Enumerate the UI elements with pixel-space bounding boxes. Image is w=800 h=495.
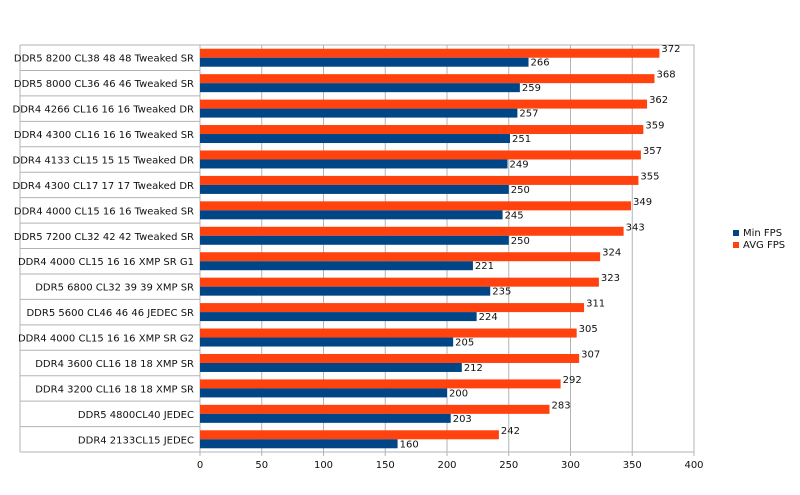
x-tick-label: 200 bbox=[437, 460, 456, 471]
x-tick-label: 150 bbox=[376, 460, 395, 471]
category-label: DDR5 5600 CL46 46 46 JEDEC SR bbox=[26, 308, 194, 319]
x-tick-label: 50 bbox=[255, 460, 268, 471]
data-label-avg-fps: 311 bbox=[586, 299, 605, 310]
data-label-avg-fps: 349 bbox=[633, 197, 652, 208]
bar-avg-fps bbox=[200, 277, 599, 287]
x-tick-label: 350 bbox=[623, 460, 642, 471]
x-tick-label: 300 bbox=[561, 460, 580, 471]
x-tick-label: 250 bbox=[499, 460, 518, 471]
data-label-avg-fps: 283 bbox=[552, 400, 571, 411]
category-label: DDR4 4000 CL15 16 16 XMP SR G1 bbox=[18, 257, 194, 268]
category-label: DDR5 6800 CL32 39 39 XMP SR bbox=[35, 283, 194, 294]
category-label: DDR5 8200 CL38 48 48 Tweaked SR bbox=[14, 54, 194, 65]
bar-avg-fps bbox=[200, 404, 550, 414]
data-label-min-fps: 259 bbox=[522, 83, 541, 94]
data-label-avg-fps: 372 bbox=[661, 44, 680, 55]
bar-avg-fps bbox=[200, 48, 660, 58]
data-label-avg-fps: 357 bbox=[643, 146, 662, 157]
bar-avg-fps bbox=[200, 125, 644, 135]
bar-avg-fps bbox=[200, 74, 655, 84]
data-label-avg-fps: 368 bbox=[656, 70, 675, 81]
legend-label: AVG FPS bbox=[743, 240, 785, 251]
data-label-min-fps: 266 bbox=[531, 58, 550, 69]
bar-min-fps bbox=[200, 210, 503, 220]
data-label-min-fps: 249 bbox=[510, 159, 529, 170]
data-label-min-fps: 250 bbox=[511, 185, 530, 196]
data-label-min-fps: 200 bbox=[449, 388, 468, 399]
data-label-min-fps: 221 bbox=[475, 261, 494, 272]
category-label: DDR4 4300 CL17 17 17 Tweaked DR bbox=[13, 181, 195, 192]
data-label-avg-fps: 355 bbox=[640, 171, 659, 182]
data-label-avg-fps: 242 bbox=[501, 426, 520, 437]
bar-min-fps bbox=[200, 83, 520, 93]
bar-avg-fps bbox=[200, 226, 624, 236]
category-label: DDR4 2133CL15 JEDEC bbox=[78, 435, 194, 446]
category-label: DDR5 8000 CL36 46 46 Tweaked SR bbox=[14, 79, 194, 90]
legend-swatch bbox=[733, 242, 739, 248]
bar-min-fps bbox=[200, 388, 447, 398]
bar-min-fps bbox=[200, 362, 462, 372]
bar-min-fps bbox=[200, 312, 477, 322]
data-label-min-fps: 251 bbox=[512, 134, 531, 145]
bar-avg-fps bbox=[200, 201, 632, 211]
data-label-avg-fps: 343 bbox=[626, 222, 645, 233]
data-label-min-fps: 224 bbox=[479, 312, 498, 323]
data-label-min-fps: 235 bbox=[492, 287, 511, 298]
category-label: DDR4 3200 CL16 18 18 XMP SR bbox=[35, 384, 194, 395]
bar-avg-fps bbox=[200, 99, 648, 109]
bar-min-fps bbox=[200, 439, 398, 449]
category-labels: DDR5 8200 CL38 48 48 Tweaked SR DDR5 8000… bbox=[13, 54, 195, 447]
x-axis-ticks: 0 50 100 150 200 250 300 350 400 bbox=[197, 460, 704, 471]
data-label-avg-fps: 362 bbox=[649, 95, 668, 106]
category-label: DDR5 4800CL40 JEDEC bbox=[78, 410, 194, 421]
data-label-min-fps: 257 bbox=[519, 109, 538, 120]
data-label-min-fps: 212 bbox=[464, 363, 483, 374]
bar-avg-fps bbox=[200, 252, 601, 262]
data-label-min-fps: 160 bbox=[400, 439, 419, 450]
x-tick-label: 100 bbox=[314, 460, 333, 471]
data-label-min-fps: 245 bbox=[505, 210, 524, 221]
bar-avg-fps bbox=[200, 328, 577, 338]
x-tick-label: 0 bbox=[197, 460, 203, 471]
bar-min-fps bbox=[200, 286, 491, 296]
category-label: DDR4 4133 CL15 15 15 Tweaked DR bbox=[13, 155, 195, 166]
data-label-avg-fps: 292 bbox=[563, 375, 582, 386]
bar-min-fps bbox=[200, 159, 508, 169]
data-label-min-fps: 205 bbox=[455, 338, 474, 349]
data-label-avg-fps: 324 bbox=[602, 248, 621, 259]
bars: 372 266 368 259 362 257 359 251 357 249 355 250 349 2… bbox=[200, 44, 681, 450]
bar-min-fps bbox=[200, 261, 473, 271]
bar-avg-fps bbox=[200, 303, 585, 313]
category-label: DDR5 7200 CL32 42 42 Tweaked SR bbox=[14, 232, 194, 243]
data-label-min-fps: 203 bbox=[453, 414, 472, 425]
bar-min-fps bbox=[200, 108, 518, 118]
bar-min-fps bbox=[200, 235, 509, 245]
bar-min-fps bbox=[200, 134, 510, 144]
category-label: DDR4 4300 CL16 16 16 Tweaked SR bbox=[14, 130, 194, 141]
category-label: DDR4 3600 CL16 18 18 XMP SR bbox=[35, 359, 194, 370]
x-tick-label: 400 bbox=[684, 460, 703, 471]
legend-swatch bbox=[733, 230, 739, 236]
bar-min-fps bbox=[200, 57, 529, 67]
bar-min-fps bbox=[200, 184, 509, 194]
data-label-avg-fps: 323 bbox=[601, 273, 620, 284]
bar-avg-fps bbox=[200, 175, 639, 185]
data-label-avg-fps: 359 bbox=[645, 121, 664, 132]
bar-min-fps bbox=[200, 337, 454, 347]
legend-label: Min FPS bbox=[743, 228, 782, 239]
data-label-avg-fps: 307 bbox=[581, 349, 600, 360]
bar-avg-fps bbox=[200, 379, 561, 389]
bar-avg-fps bbox=[200, 353, 580, 363]
category-label: DDR4 4000 CL15 16 16 Tweaked SR bbox=[14, 206, 194, 217]
bar-avg-fps bbox=[200, 430, 499, 440]
data-label-min-fps: 250 bbox=[511, 236, 530, 247]
category-label: DDR4 4000 CL15 16 16 XMP SR G2 bbox=[18, 334, 194, 345]
bar-min-fps bbox=[200, 413, 451, 423]
category-label: DDR4 4266 CL16 16 16 Tweaked DR bbox=[13, 105, 195, 116]
data-label-avg-fps: 305 bbox=[579, 324, 598, 335]
bar-avg-fps bbox=[200, 150, 641, 160]
